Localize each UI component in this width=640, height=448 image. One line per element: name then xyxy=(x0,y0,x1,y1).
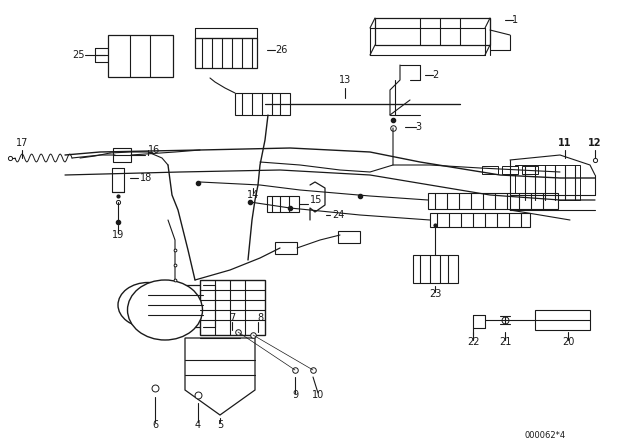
Text: 25: 25 xyxy=(72,50,85,60)
Text: 3: 3 xyxy=(415,122,421,132)
Bar xyxy=(515,165,580,200)
Text: 7: 7 xyxy=(229,313,235,323)
Ellipse shape xyxy=(127,280,202,340)
Text: 24: 24 xyxy=(332,210,344,220)
Bar xyxy=(522,166,538,174)
Bar xyxy=(428,193,558,209)
Text: 19: 19 xyxy=(112,230,124,240)
Text: 20: 20 xyxy=(562,337,574,347)
Text: 15: 15 xyxy=(310,195,323,205)
Text: 9: 9 xyxy=(292,390,298,400)
Text: 10: 10 xyxy=(312,390,324,400)
Bar xyxy=(108,35,173,77)
Text: 18: 18 xyxy=(140,173,152,183)
Text: 21: 21 xyxy=(499,337,511,347)
Bar xyxy=(502,166,518,174)
Bar xyxy=(413,255,458,283)
Bar xyxy=(535,310,590,330)
Text: 8: 8 xyxy=(257,313,263,323)
Bar xyxy=(275,242,297,254)
Bar xyxy=(267,196,299,212)
Bar xyxy=(200,280,265,335)
Bar xyxy=(195,38,257,68)
Text: 11: 11 xyxy=(558,138,572,148)
Text: 1: 1 xyxy=(512,15,518,25)
Text: 22: 22 xyxy=(467,337,479,347)
Text: 000062*4: 000062*4 xyxy=(524,431,566,439)
Text: 5: 5 xyxy=(217,420,223,430)
Text: 16: 16 xyxy=(148,145,160,155)
Text: 17: 17 xyxy=(16,138,28,148)
Ellipse shape xyxy=(118,283,178,327)
Bar xyxy=(430,213,530,227)
Text: 14: 14 xyxy=(247,190,259,200)
Bar xyxy=(482,166,498,174)
Bar xyxy=(148,285,203,327)
Text: 13: 13 xyxy=(339,75,351,85)
Text: 23: 23 xyxy=(429,289,441,299)
Bar xyxy=(113,148,131,162)
Text: 12: 12 xyxy=(588,138,602,148)
Text: 6: 6 xyxy=(152,420,158,430)
Bar xyxy=(338,231,360,243)
Bar xyxy=(235,93,290,115)
Text: 2: 2 xyxy=(432,70,438,80)
Text: 26: 26 xyxy=(275,45,287,55)
Text: 4: 4 xyxy=(195,420,201,430)
